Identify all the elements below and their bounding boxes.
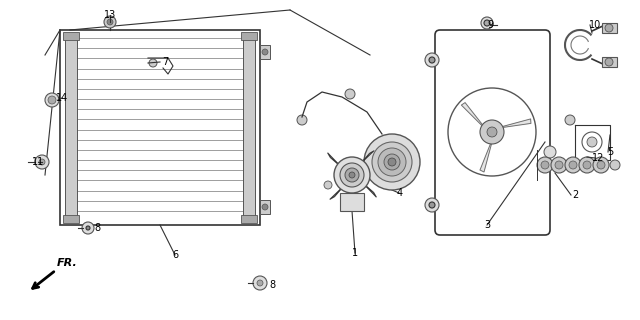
Bar [63,215,79,223]
Polygon shape [355,151,374,171]
Text: 10: 10 [589,20,601,30]
Circle shape [324,181,332,189]
Circle shape [104,16,116,28]
Circle shape [582,132,602,152]
Text: 8: 8 [269,280,275,290]
Circle shape [484,20,490,26]
Circle shape [569,161,577,169]
Circle shape [107,19,113,25]
Bar [241,32,257,40]
Circle shape [429,57,435,63]
Circle shape [605,24,613,32]
Bar [602,23,617,33]
Circle shape [537,157,553,173]
Circle shape [425,198,439,212]
Text: 13: 13 [104,10,116,20]
Circle shape [340,163,364,187]
Bar [63,32,79,40]
Polygon shape [499,119,531,128]
Circle shape [605,58,613,66]
FancyBboxPatch shape [435,30,550,235]
Bar [602,57,617,67]
Text: 2: 2 [572,190,578,200]
Circle shape [349,172,355,178]
Text: 9: 9 [487,20,493,30]
Circle shape [579,157,595,173]
Circle shape [262,49,268,55]
Circle shape [587,137,597,147]
Circle shape [487,127,497,137]
Bar [65,33,77,222]
Text: 8: 8 [94,223,100,233]
Text: 11: 11 [32,157,44,167]
Bar [60,30,260,225]
Circle shape [388,158,396,166]
Polygon shape [480,140,492,172]
Bar [260,45,270,59]
Circle shape [149,59,157,67]
Bar [243,33,255,222]
Text: 4: 4 [397,188,403,198]
Circle shape [425,53,439,67]
Text: 14: 14 [56,93,68,103]
Circle shape [544,146,556,158]
Text: FR.: FR. [57,258,77,268]
Bar [260,200,270,214]
Text: 5: 5 [607,147,613,157]
Text: 7: 7 [162,57,168,67]
Circle shape [334,157,370,193]
Circle shape [48,96,56,104]
Circle shape [345,168,359,182]
Circle shape [364,134,420,190]
Circle shape [345,89,355,99]
Circle shape [384,154,400,170]
Circle shape [551,157,567,173]
Circle shape [82,222,94,234]
Circle shape [597,161,605,169]
Bar [241,215,257,223]
Circle shape [583,161,591,169]
Polygon shape [461,103,485,128]
Circle shape [480,120,504,144]
Circle shape [448,88,536,176]
Circle shape [39,159,45,165]
Circle shape [565,115,575,125]
Circle shape [297,115,307,125]
Circle shape [86,226,90,230]
Bar [340,193,364,211]
Text: 3: 3 [484,220,490,230]
Circle shape [565,157,581,173]
Polygon shape [328,153,348,172]
Circle shape [257,280,263,286]
Text: 6: 6 [172,250,178,260]
Circle shape [555,161,563,169]
Circle shape [35,155,49,169]
Text: 12: 12 [592,153,604,163]
Text: 1: 1 [352,248,358,258]
Polygon shape [356,178,376,197]
Circle shape [541,161,549,169]
Circle shape [429,202,435,208]
Circle shape [610,160,620,170]
Circle shape [481,17,493,29]
Circle shape [45,93,59,107]
Circle shape [593,157,609,173]
Circle shape [378,148,406,176]
Circle shape [262,204,268,210]
Polygon shape [330,179,349,199]
Circle shape [372,142,412,182]
Circle shape [253,276,267,290]
